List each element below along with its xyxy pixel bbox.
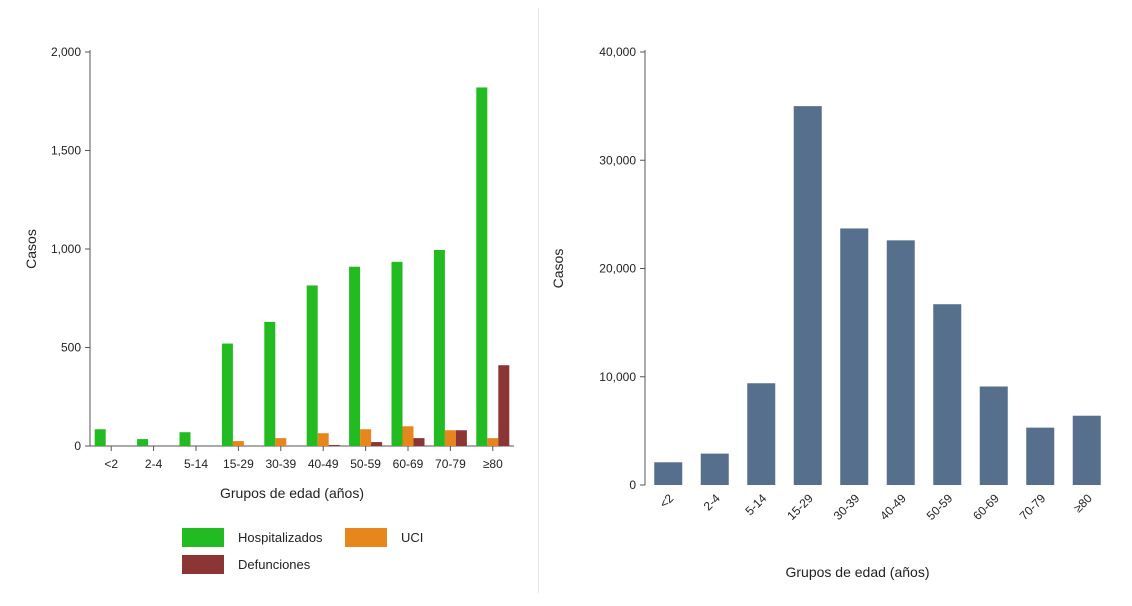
left-x-tick-label: 50-59 (350, 457, 381, 471)
left-x-tick-label: <2 (104, 457, 118, 471)
left-bar (137, 439, 149, 446)
right-y-tick-label: 40,000 (599, 45, 636, 59)
left-y-tick-label: 0 (74, 439, 81, 453)
left-bar (413, 438, 425, 446)
right-bar (793, 106, 822, 485)
left-chart-panel: 0 500 1,000 1,500 2,000 <2 2-4 5-14 15-29 30-39 40… (0, 0, 540, 601)
left-x-tick-label: 5-14 (184, 457, 208, 471)
left-legend-label: Defunciones (238, 557, 311, 572)
left-legend-label: UCI (401, 530, 423, 545)
left-x-tick-label: 70-79 (435, 457, 466, 471)
left-bar (221, 343, 233, 446)
right-y-tick-label: 30,000 (599, 153, 636, 167)
right-x-tick-label: <2 (657, 491, 677, 511)
right-bar (654, 462, 683, 485)
left-bar (444, 430, 456, 446)
right-x-tick-label: 5-14 (742, 491, 769, 518)
left-x-tick-label: 15-29 (223, 457, 254, 471)
right-x-tick-label: 2-4 (701, 491, 723, 513)
right-bar (1026, 427, 1055, 485)
right-y-tick-label: 10,000 (599, 370, 636, 384)
left-x-tick-label: 30-39 (265, 457, 296, 471)
right-bar (840, 228, 869, 485)
left-bar (360, 429, 372, 446)
right-bar (747, 383, 776, 485)
right-x-axis-title: Grupos de edad (años) (786, 564, 930, 580)
left-legend-swatch (345, 528, 387, 547)
left-y-tick-label: 1,000 (51, 242, 81, 256)
right-bar (700, 453, 729, 485)
left-bar (328, 445, 340, 446)
right-x-tick-label: 50-59 (924, 491, 956, 523)
panel-divider (538, 8, 539, 593)
left-bar (498, 365, 510, 446)
right-bar (1072, 415, 1101, 485)
left-legend-swatch (182, 555, 224, 574)
left-bar (349, 266, 361, 446)
right-y-tick-label: 0 (629, 478, 636, 492)
hospitalizations-chart: 0 500 1,000 1,500 2,000 <2 2-4 5-14 15-29 30-39 40… (23, 45, 514, 574)
left-bar (264, 321, 276, 446)
left-y-tick-label: 500 (61, 341, 81, 355)
left-bar (433, 249, 445, 446)
left-x-tick-label: 40-49 (308, 457, 339, 471)
left-x-tick-label: 2-4 (145, 457, 163, 471)
left-bar (487, 438, 499, 446)
left-y-tick-label: 1,500 (51, 144, 81, 158)
left-bar (232, 441, 244, 446)
left-y-axis-title: Casos (23, 229, 39, 269)
right-y-axis-title: Casos (550, 249, 566, 289)
right-bar (979, 386, 1008, 485)
left-legend-label: Hospitalizados (238, 530, 323, 545)
left-x-axis-title: Grupos de edad (años) (220, 485, 364, 501)
left-legend-swatch (182, 528, 224, 547)
left-x-tick-label: 60-69 (393, 457, 424, 471)
cases-chart: 0 10,000 20,000 30,000 40,000 <2 2-4 5-14 15-29 3… (550, 45, 1101, 580)
right-x-tick-label: 40-49 (877, 491, 909, 523)
right-chart-panel: 0 10,000 20,000 30,000 40,000 <2 2-4 5-14 15-29 3… (540, 0, 1132, 601)
right-bar (933, 304, 962, 485)
left-bar (476, 87, 488, 447)
left-bar (391, 261, 403, 446)
left-bar (179, 432, 191, 446)
right-x-tick-label: 70-79 (1017, 491, 1049, 523)
right-x-tick-label: ≥80 (1071, 491, 1095, 515)
left-bar (275, 438, 287, 446)
left-bar (94, 429, 106, 446)
left-bar (455, 430, 467, 446)
left-bar (317, 433, 329, 446)
right-x-tick-label: 60-69 (970, 491, 1002, 523)
right-y-tick-label: 20,000 (599, 262, 636, 276)
right-x-tick-label: 15-29 (784, 491, 816, 523)
right-x-tick-label: 30-39 (831, 491, 863, 523)
left-bar (306, 285, 318, 446)
left-bar (402, 426, 414, 446)
right-bar (886, 240, 915, 485)
left-y-tick-label: 2,000 (51, 45, 81, 59)
left-x-tick-label: ≥80 (483, 457, 503, 471)
left-bar (371, 442, 383, 446)
